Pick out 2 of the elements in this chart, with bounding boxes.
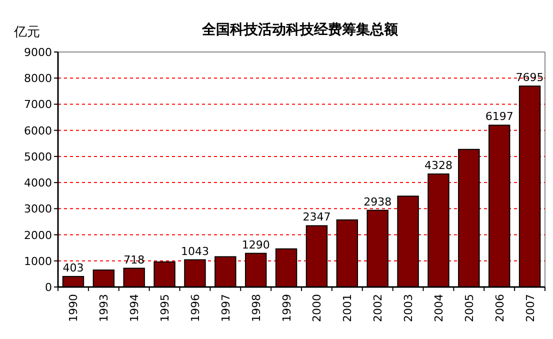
ylabel: 亿元 xyxy=(14,25,40,40)
title: 全国科技活动科技经费筹集总额 xyxy=(202,22,398,38)
